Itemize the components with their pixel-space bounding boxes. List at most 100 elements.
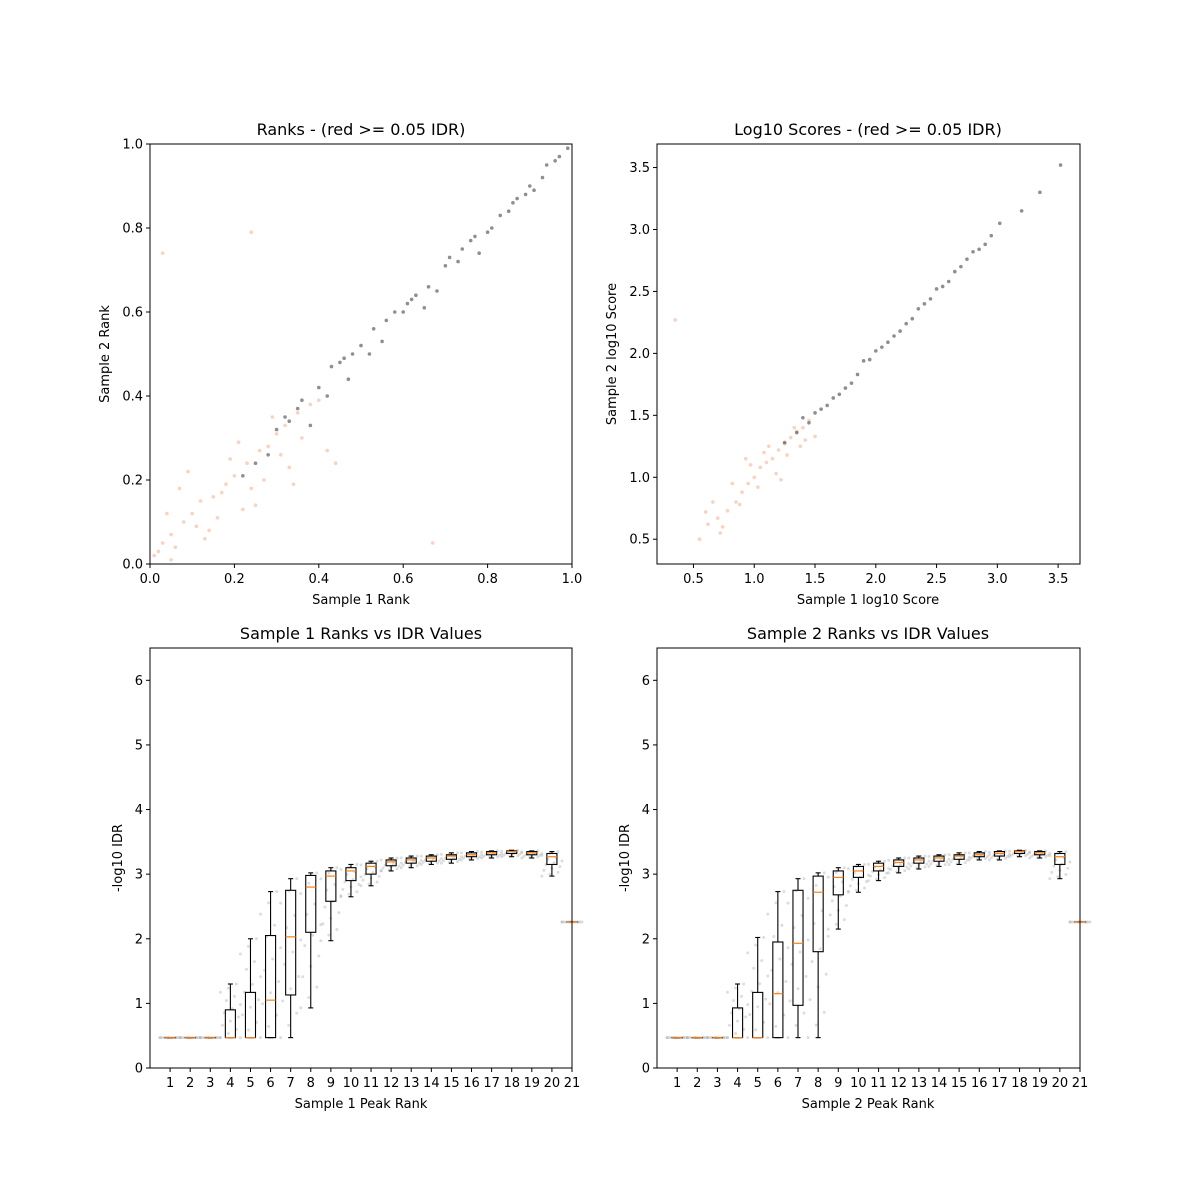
idr-spread-point [178, 1036, 182, 1040]
idr-spread-point [576, 920, 580, 924]
idr-spread-point [987, 850, 991, 854]
idr-spread-point [180, 1036, 184, 1040]
scores-y-axis: 0.5 1.0 1.5 2.0 2.5 3.0 3.5 [629, 161, 657, 548]
idr-spread-point [295, 877, 299, 881]
idr-spread-point [576, 920, 580, 924]
idr-spread-point [683, 1036, 687, 1040]
idr-spread-point [967, 851, 971, 855]
idr-spread-point [248, 1005, 252, 1009]
reproducible-point [1058, 163, 1063, 167]
x-tick-label: 11 [363, 1076, 380, 1091]
idr-spread-point [907, 856, 911, 860]
idr-spread-point [319, 877, 323, 881]
reproducible-point [490, 226, 494, 230]
x-tick-label: 17 [483, 1076, 500, 1091]
idr-spread-point [226, 1032, 230, 1036]
irreproducible-point [219, 490, 224, 495]
idr-spread-point [560, 859, 564, 863]
idr-spread-point [297, 974, 301, 978]
reproducible-point [325, 394, 330, 398]
idr-spread-point [784, 979, 788, 983]
idr-spread-point [200, 1036, 204, 1040]
idr-spread-point [560, 920, 564, 924]
x-tick-label: 2 [693, 1076, 701, 1091]
x-tick-label: 10 [850, 1076, 867, 1091]
idr-spread-point [1048, 877, 1052, 881]
idr-spread-point [401, 863, 405, 867]
x-tick-label: 12 [890, 1076, 907, 1091]
idr-spread-point [685, 1036, 689, 1040]
box [792, 889, 804, 1006]
idr-spread-point [1005, 854, 1009, 858]
idr-spread-point [198, 1036, 202, 1040]
idr-spread-point [538, 853, 542, 857]
idr-spread-point [1046, 853, 1050, 857]
irreproducible-point [207, 528, 211, 533]
reproducible-point [266, 453, 270, 457]
x-tick-label: 8 [307, 1076, 315, 1091]
ranks-xlabel: Sample 1 Rank [312, 593, 410, 608]
x-tick-label: 20 [544, 1076, 561, 1091]
idr-spread-point [500, 855, 504, 859]
idr-spread-point [323, 905, 327, 909]
idr-spread-point [327, 933, 331, 937]
irreproducible-point [770, 456, 775, 461]
idr-spread-point [218, 990, 222, 994]
idr-spread-point [246, 944, 250, 948]
idr-spread-point [744, 1015, 748, 1019]
idr-spread-point [1026, 852, 1030, 856]
idr-spread-point [705, 1036, 709, 1040]
x-tick-label: 2.0 [865, 572, 886, 587]
idr-spread-point [909, 864, 913, 868]
idr-spread-point [867, 873, 870, 877]
idr-spread-point [379, 869, 383, 873]
y-tick-label: 0 [642, 1062, 650, 1077]
idr-spread-point [1044, 855, 1048, 859]
reproducible-point [371, 327, 376, 331]
idr-spread-point [564, 920, 568, 924]
idr-spread-point [1008, 849, 1011, 853]
idr-spread-point [726, 990, 729, 994]
irreproducible-point [756, 485, 760, 489]
irreproducible-point [673, 318, 678, 322]
reproducible-point [435, 289, 439, 293]
irreproducible-point [317, 398, 321, 403]
idr-spread-point [355, 890, 359, 894]
irreproducible-point [734, 500, 738, 504]
idr-spread-point [271, 957, 275, 961]
idr-spread-point [1052, 864, 1056, 868]
idr-spread-point [965, 858, 969, 862]
irreproducible-point [173, 545, 178, 549]
irreproducible-point [746, 481, 750, 486]
reproducible-point [300, 398, 304, 403]
x-tick-label: 17 [991, 1076, 1008, 1091]
idr-spread-point [357, 882, 361, 886]
idr-spread-point [1068, 920, 1072, 924]
idr-spread-point [869, 874, 873, 878]
idr-spread-point [502, 853, 506, 857]
idr-spread-point [279, 946, 283, 950]
box [913, 857, 925, 864]
reproducible-point [794, 430, 799, 435]
x-tick-label: 3 [713, 1076, 721, 1091]
x-tick-label: 0.4 [308, 572, 329, 587]
box [506, 850, 518, 855]
idr-spread-point [798, 950, 802, 954]
idr-spread-point [176, 1036, 180, 1040]
idr-spread-point [927, 855, 931, 859]
idr-spread-point [862, 862, 866, 866]
idr-spread-point [734, 986, 738, 990]
irreproducible-point [798, 444, 803, 449]
reproducible-point [253, 461, 258, 466]
y-tick-label: 0.0 [122, 558, 143, 573]
idr-spread-point [174, 1036, 178, 1040]
y-tick-label: 2 [642, 932, 650, 947]
idr-spread-point [377, 874, 381, 878]
idr-spread-point [516, 854, 520, 858]
box [345, 867, 357, 882]
idr-spread-point [371, 871, 375, 875]
irreproducible-point [325, 448, 330, 453]
box [385, 859, 397, 867]
idr-spread-point [1028, 850, 1032, 854]
idr-spread-point [949, 860, 953, 864]
